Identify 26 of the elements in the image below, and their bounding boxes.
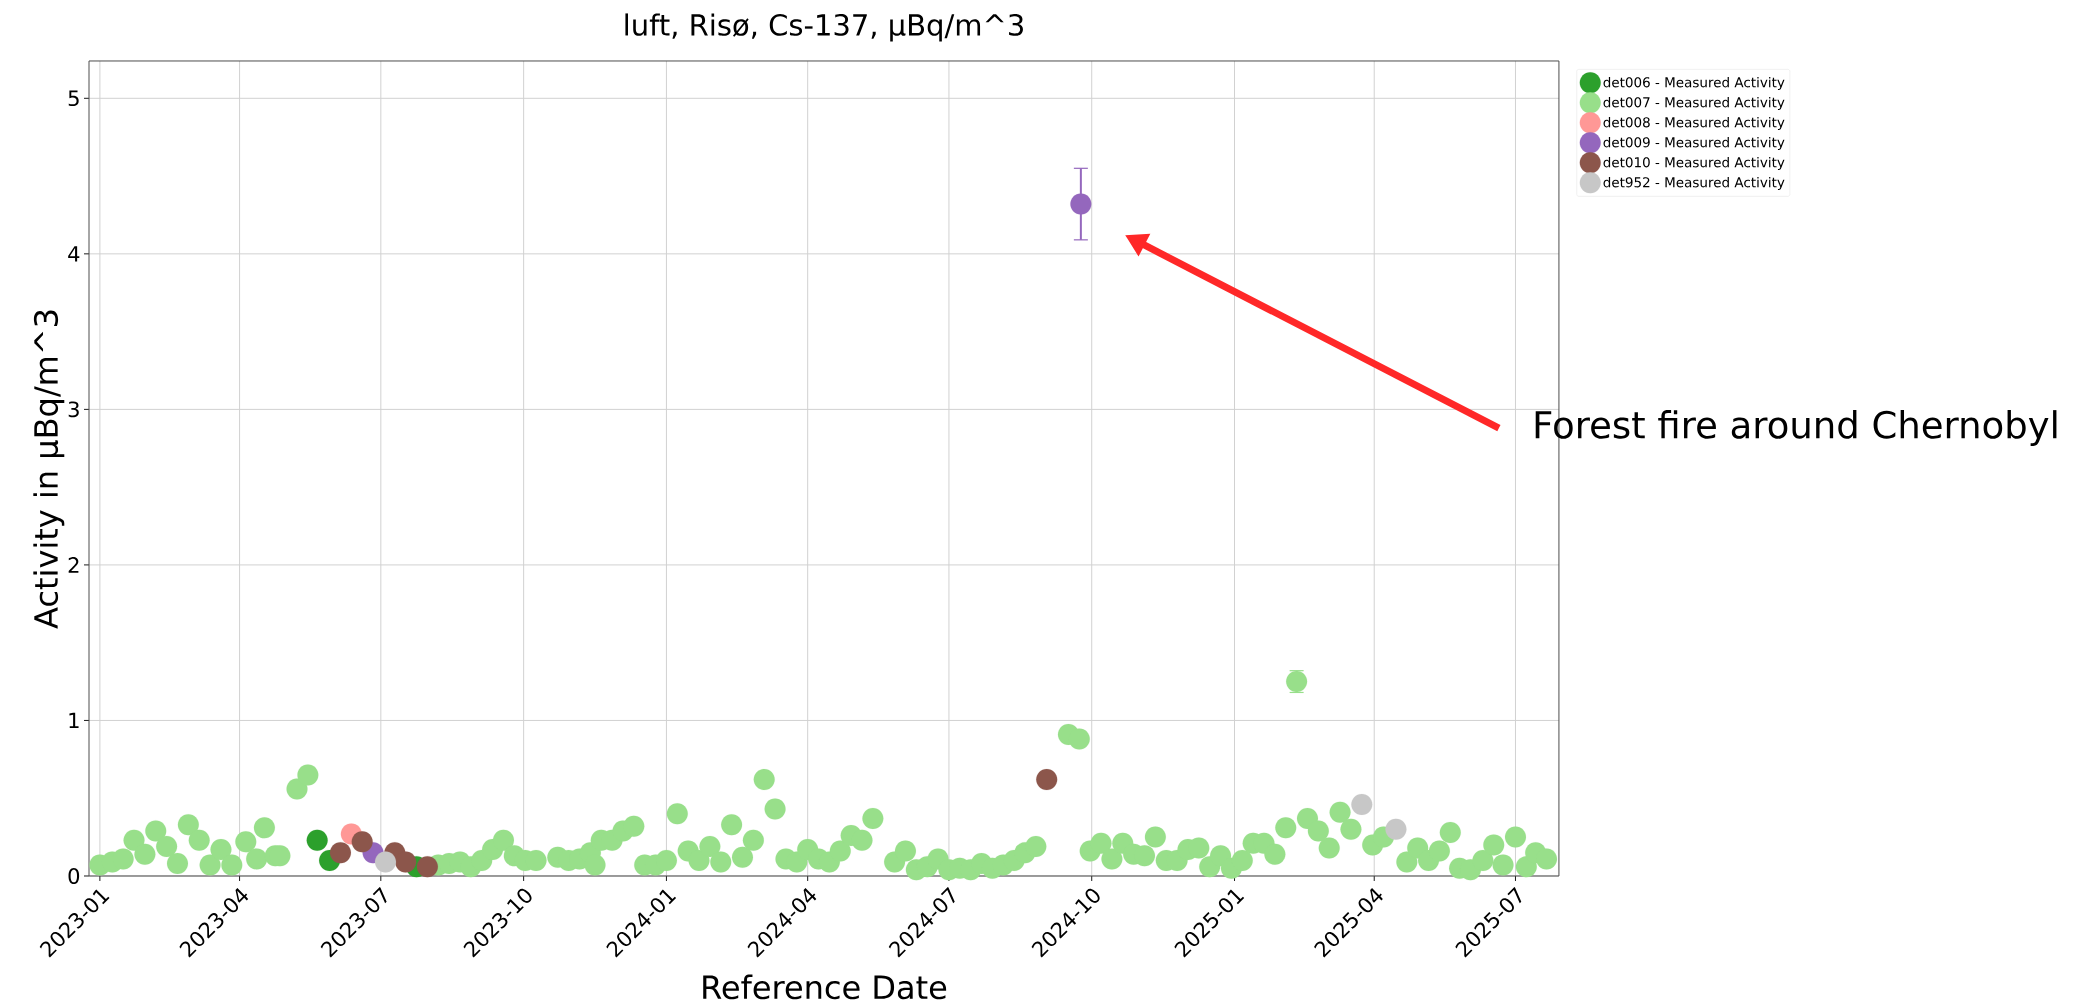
point	[351, 831, 373, 853]
point	[416, 856, 438, 878]
point	[306, 829, 328, 851]
point	[1036, 769, 1058, 791]
point	[1385, 818, 1407, 840]
legend-label: det010 - Measured Activity	[1603, 156, 1785, 171]
point	[374, 851, 397, 873]
point	[395, 851, 417, 873]
legend-label: det007 - Measured Activity	[1603, 96, 1785, 111]
y-tick-label: 5	[68, 90, 79, 107]
y-tick-label: 2	[68, 557, 79, 573]
legend-label: det952 - Measured Activity	[1603, 176, 1785, 191]
y-axis-title: Activity in µBq/m^3	[33, 310, 65, 629]
y-tick-label: 1	[69, 712, 79, 729]
legend-label: det006 - Measured Activity	[1603, 76, 1785, 91]
point	[1351, 793, 1373, 815]
y-tick-label: 0	[68, 868, 80, 884]
chart-title: luft, Risø, Cs-137, µBq/m^3	[625, 13, 1023, 42]
point	[329, 842, 352, 864]
legend-label: det009 - Measured Activity	[1603, 136, 1785, 151]
legend-label: det008 - Measured Activity	[1603, 116, 1785, 131]
x-axis-title: Reference Date	[703, 974, 947, 1000]
y-tick-label: 4	[68, 246, 80, 262]
y-tick-label: 3	[68, 401, 79, 418]
annotation: Forest fire around Chernobyl	[1535, 410, 2057, 446]
point	[1070, 193, 1092, 215]
